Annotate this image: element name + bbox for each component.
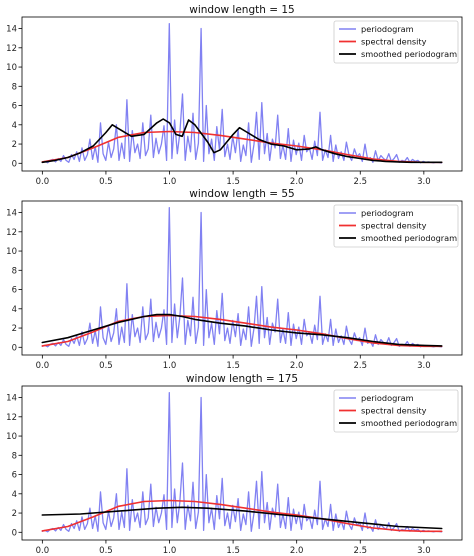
x-tick-label: 3.0 — [417, 361, 431, 371]
plot-frame — [21, 200, 463, 356]
chart-panel-2: window length = 55 0.0 0.5 1.0 1.5 2.0 2.5 3.0 0… — [6, 188, 463, 371]
chart-title: window length = 175 — [186, 373, 298, 385]
x-tick-label: 1.0 — [163, 177, 177, 187]
x-tick-label: 0.0 — [36, 361, 50, 371]
x-tick-label: 1.5 — [226, 361, 240, 371]
y-tick-label: 12 — [6, 44, 17, 54]
legend-label: smoothed periodogram — [361, 418, 457, 428]
y-tick-label: 4 — [12, 305, 17, 315]
x-tick-label: 3.0 — [417, 546, 431, 556]
series-line-spectral-density — [41, 130, 443, 164]
y-tick-label: 8 — [12, 451, 17, 461]
series-line-smoothed-periodogram — [41, 118, 443, 164]
series-line-periodogram — [41, 207, 443, 348]
y-tick-label: 10 — [6, 247, 17, 257]
plot-frame — [21, 16, 463, 172]
x-tick-label: 2.0 — [290, 361, 304, 371]
x-tick-label: 2.0 — [290, 546, 304, 556]
y-tick-label: 2 — [12, 509, 17, 519]
x-tick-label: 0.0 — [36, 177, 50, 187]
series-line-smoothed-periodogram — [41, 313, 443, 347]
x-tick-label: 0.5 — [99, 361, 113, 371]
y-tick-label: 6 — [12, 286, 17, 296]
legend-label: periodogram — [361, 393, 414, 403]
y-tick-label: 0 — [12, 528, 17, 538]
legend-label: periodogram — [361, 24, 414, 34]
series-line-periodogram — [41, 392, 443, 533]
x-tick-label: 2.5 — [354, 361, 368, 371]
x-tick-label: 1.0 — [163, 361, 177, 371]
series-line-smoothed-periodogram — [41, 506, 443, 530]
x-tick-label: 0.5 — [99, 177, 113, 187]
legend: periodogram spectral density smoothed peri… — [333, 389, 459, 433]
x-tick-label: 2.5 — [354, 177, 368, 187]
y-tick-label: 4 — [12, 490, 17, 500]
y-tick-label: 8 — [12, 266, 17, 276]
chart-title: window length = 55 — [189, 188, 294, 200]
x-tick-label: 2.0 — [290, 177, 304, 187]
legend-label: spectral density — [361, 37, 427, 47]
legend-label: spectral density — [361, 221, 427, 231]
y-tick-label: 10 — [6, 432, 17, 442]
legend-box — [333, 389, 459, 433]
legend-label: smoothed periodogram — [361, 233, 457, 243]
x-tick-label: 1.0 — [163, 546, 177, 556]
x-tick-label: 1.5 — [226, 546, 240, 556]
legend-label: periodogram — [361, 208, 414, 218]
x-tick-label: 0.5 — [99, 546, 113, 556]
y-tick-label: 14 — [6, 394, 17, 404]
legend-label: smoothed periodogram — [361, 49, 457, 59]
y-tick-label: 14 — [6, 209, 17, 219]
y-tick-label: 2 — [12, 324, 17, 334]
y-tick-label: 10 — [6, 63, 17, 73]
chart-title: window length = 15 — [189, 4, 294, 16]
y-tick-label: 2 — [12, 140, 17, 150]
legend: periodogram spectral density smoothed peri… — [333, 204, 459, 248]
legend: periodogram spectral density smoothed peri… — [333, 20, 459, 64]
y-tick-label: 0 — [12, 343, 17, 353]
y-tick-label: 4 — [12, 121, 17, 131]
chart-panel-3: window length = 175 0.0 0.5 1.0 1.5 2.0 2.5 3.0… — [6, 373, 463, 556]
y-tick-label: 12 — [6, 228, 17, 238]
x-tick-label: 0.0 — [36, 546, 50, 556]
y-tick-label: 6 — [12, 102, 17, 112]
y-tick-label: 12 — [6, 413, 17, 423]
x-tick-label: 2.5 — [354, 546, 368, 556]
series-line-spectral-density — [41, 499, 443, 533]
series-line-periodogram — [41, 23, 443, 164]
legend-box — [333, 204, 459, 248]
x-tick-label: 3.0 — [417, 177, 431, 187]
chart-panel-1: window length = 15 0.0 0.5 1.0 1.5 2.0 2.5 3.0 0… — [6, 4, 463, 187]
x-tick-label: 1.5 — [226, 177, 240, 187]
plot-frame — [21, 385, 463, 541]
legend-box — [333, 20, 459, 64]
legend-label: spectral density — [361, 406, 427, 416]
y-tick-label: 8 — [12, 82, 17, 92]
y-tick-label: 14 — [6, 25, 17, 35]
y-tick-label: 0 — [12, 159, 17, 169]
y-tick-label: 6 — [12, 471, 17, 481]
